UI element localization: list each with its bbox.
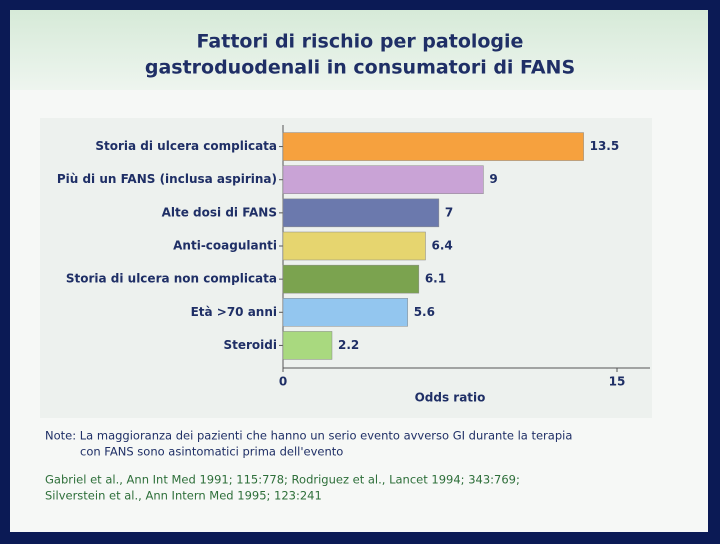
value-label: 2.2 [338, 338, 359, 352]
title-band [10, 10, 708, 90]
value-label: 9 [489, 172, 497, 186]
title-line: gastroduodenali in consumatori di FANS [145, 57, 575, 79]
bar [282, 264, 420, 294]
value-label: 6.4 [432, 239, 453, 253]
value-label: 5.6 [414, 305, 435, 319]
reference-line: Silverstein et al., Ann Intern Med 1995;… [45, 489, 322, 503]
y-tick-label: Anti-coagulanti [173, 239, 277, 253]
y-tick-label: Storia di ulcera non complicata [66, 272, 277, 286]
y-tick-label: Storia di ulcera complicata [95, 139, 277, 153]
value-label: 6.1 [425, 272, 446, 286]
x-tick-label: 15 [609, 375, 626, 389]
note-line: con FANS sono asintomatici prima dell'ev… [80, 445, 343, 459]
bar [282, 165, 484, 194]
note-line: Note: La maggioranza dei pazienti che ha… [45, 429, 572, 443]
y-tick-label: Steroidi [224, 338, 278, 352]
y-tick-label: Alte dosi di FANS [162, 205, 277, 219]
x-axis-label: Odds ratio [415, 391, 486, 405]
value-label: 7 [445, 205, 453, 219]
x-tick-label: 0 [279, 375, 287, 389]
bar [282, 132, 584, 161]
bar [282, 298, 408, 327]
bar [282, 331, 333, 360]
y-tick-label: Più di un FANS (inclusa aspirina) [57, 172, 277, 186]
bar [282, 231, 426, 261]
bar [282, 198, 440, 228]
y-tick-label: Età >70 anni [191, 305, 277, 319]
title-line: Fattori di rischio per patologie [197, 31, 524, 53]
value-label: 13.5 [590, 139, 620, 153]
reference-line: Gabriel et al., Ann Int Med 1991; 115:77… [45, 473, 520, 487]
